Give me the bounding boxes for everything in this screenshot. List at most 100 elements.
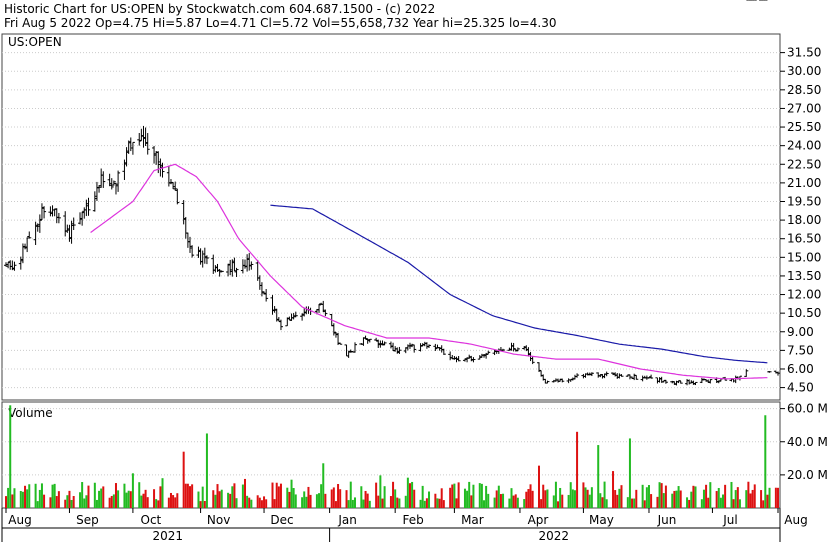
volume-bar — [87, 485, 90, 508]
price-tick-label: 21.00 — [787, 176, 821, 190]
volume-bar — [544, 490, 547, 508]
price-tick-label: 28.50 — [787, 83, 821, 97]
volume-bar — [146, 497, 149, 508]
volume-bar — [457, 482, 460, 508]
volume-bar — [114, 483, 117, 508]
volume-bar — [216, 484, 219, 508]
month-label: Aug — [784, 513, 807, 527]
chart-header-line2: Fri Aug 5 2022 Op=4.75 Hi=5.87 Lo=4.71 C… — [4, 16, 556, 30]
price-tick-label: 22.50 — [787, 157, 821, 171]
month-label: Dec — [270, 513, 293, 527]
volume-bar — [250, 499, 253, 508]
volume-bar — [79, 492, 82, 508]
volume-bar — [353, 497, 356, 508]
month-label: Apr — [528, 513, 549, 527]
volume-bar — [694, 486, 697, 508]
volume-bar — [303, 491, 306, 508]
volume-tick-label: 20.0 M — [787, 468, 828, 482]
volume-bar — [480, 483, 483, 508]
volume-bar — [404, 495, 407, 508]
volume-bar — [102, 486, 105, 508]
volume-bar — [442, 500, 445, 508]
volume-bar — [161, 478, 164, 508]
volume-bar — [692, 485, 695, 508]
symbol-label: US:OPEN — [8, 35, 62, 49]
volume-bar — [40, 483, 43, 508]
volume-bar — [497, 485, 500, 508]
price-tick-label: 25.50 — [787, 120, 821, 134]
volume-bar — [559, 487, 562, 508]
volume-bar — [561, 494, 564, 508]
volume-bar — [584, 487, 587, 508]
volume-bar — [408, 483, 411, 508]
volume-bar — [5, 496, 7, 508]
volume-bar — [129, 491, 132, 508]
volume-bar — [81, 482, 84, 508]
volume-bar — [673, 490, 676, 508]
volume-bar — [612, 471, 615, 508]
volume-bar — [571, 489, 574, 508]
volume-bar — [557, 501, 560, 508]
volume-bar — [658, 482, 661, 508]
volume-bar — [205, 433, 208, 508]
volume-bar — [11, 494, 14, 508]
volume-bar — [645, 487, 648, 508]
volume-bar — [394, 489, 397, 508]
volume-bar — [700, 499, 703, 508]
volume-bar — [463, 488, 466, 508]
volume-bar — [379, 475, 382, 508]
month-label: Jan — [337, 513, 357, 527]
volume-bar — [212, 490, 215, 508]
volume-bar — [182, 451, 185, 508]
volume-bar — [705, 484, 708, 508]
volume-bar — [656, 496, 659, 508]
volume-bar — [734, 490, 737, 508]
volume-bar — [112, 494, 115, 508]
volume-bar — [318, 493, 321, 508]
volume-bar — [717, 488, 720, 508]
volume-bar — [633, 498, 636, 508]
chart-header-line1: Historic Chart for US:OPEN by Stockwatch… — [4, 2, 435, 16]
volume-bar — [235, 498, 238, 508]
volume-bar — [144, 489, 147, 508]
volume-bar — [453, 483, 456, 508]
volume-bar — [279, 483, 282, 508]
volume-bar — [83, 498, 86, 508]
volume-bar — [647, 485, 650, 508]
volume-bar — [628, 438, 631, 508]
volume-bar — [438, 498, 441, 508]
volume-bar — [599, 493, 602, 508]
volume-bar — [53, 483, 56, 508]
volume-bar — [57, 491, 60, 508]
price-tick-label: 13.50 — [787, 269, 821, 283]
volume-bar — [7, 487, 10, 508]
volume-bar — [241, 484, 244, 508]
volume-bar — [449, 487, 452, 508]
volume-bar — [292, 488, 295, 508]
volume-bar — [495, 490, 498, 508]
volume-bar — [347, 500, 350, 508]
price-tick-label: 9.00 — [787, 325, 814, 339]
volume-bar — [777, 487, 779, 508]
volume-bar — [55, 496, 58, 508]
volume-bar — [167, 497, 170, 508]
volume-bar — [184, 483, 187, 508]
volume-bar — [428, 491, 431, 508]
volume-bar — [98, 490, 101, 508]
volume-bar — [552, 495, 555, 508]
volume-bar — [603, 481, 606, 508]
volume-bar — [573, 490, 576, 508]
price-panel — [1, 33, 781, 401]
volume-bar — [288, 491, 291, 508]
volume-bar — [715, 491, 718, 508]
volume-bar — [24, 485, 27, 508]
volume-bar — [736, 487, 739, 508]
volume-bar — [227, 492, 230, 508]
volume-bar — [764, 415, 767, 508]
volume-bar — [49, 497, 52, 508]
volume-bar — [189, 486, 192, 508]
volume-bar — [614, 490, 617, 508]
volume-bar — [244, 478, 247, 508]
volume-bar — [671, 493, 674, 508]
